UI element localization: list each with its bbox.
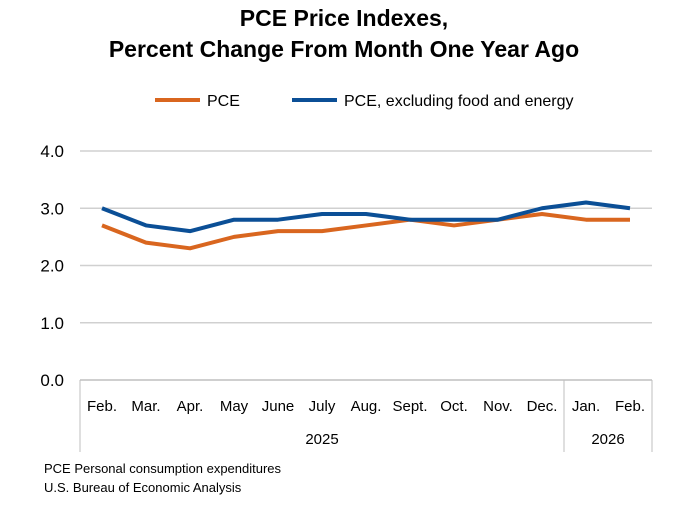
- x-tick-label: June: [262, 398, 295, 415]
- y-tick-label: 0.0: [40, 371, 64, 390]
- legend-label: PCE, excluding food and energy: [344, 93, 573, 110]
- x-tick-label: Jan.: [572, 398, 600, 415]
- x-tick-label: Sept.: [392, 398, 427, 415]
- x-tick-label: Nov.: [483, 398, 513, 415]
- x-tick-label: Apr.: [177, 398, 204, 415]
- y-tick-label: 2.0: [40, 257, 64, 276]
- legend-label: PCE: [207, 93, 240, 110]
- x-tick-label: Dec.: [527, 398, 558, 415]
- y-tick-label: 1.0: [40, 314, 64, 333]
- x-tick-label: July: [309, 398, 336, 415]
- x-tick-label: Feb.: [87, 398, 117, 415]
- x-tick-label: Mar.: [131, 398, 160, 415]
- x-tick-label: Oct.: [440, 398, 468, 415]
- x-group-label: 2026: [591, 431, 624, 448]
- footnote-abbreviation: PCE Personal consumption expenditures: [44, 461, 282, 476]
- y-tick-label: 4.0: [40, 142, 64, 161]
- y-tick-label: 3.0: [40, 199, 64, 218]
- chart-title-line1: PCE Price Indexes,: [239, 5, 449, 31]
- x-tick-label: Feb.: [615, 398, 645, 415]
- x-tick-label: May: [220, 398, 249, 415]
- x-group-label: 2025: [305, 431, 338, 448]
- x-tick-label: Aug.: [351, 398, 382, 415]
- chart-title-line2: Percent Change From Month One Year Ago: [108, 36, 580, 62]
- footnote-source: U.S. Bureau of Economic Analysis: [44, 480, 242, 495]
